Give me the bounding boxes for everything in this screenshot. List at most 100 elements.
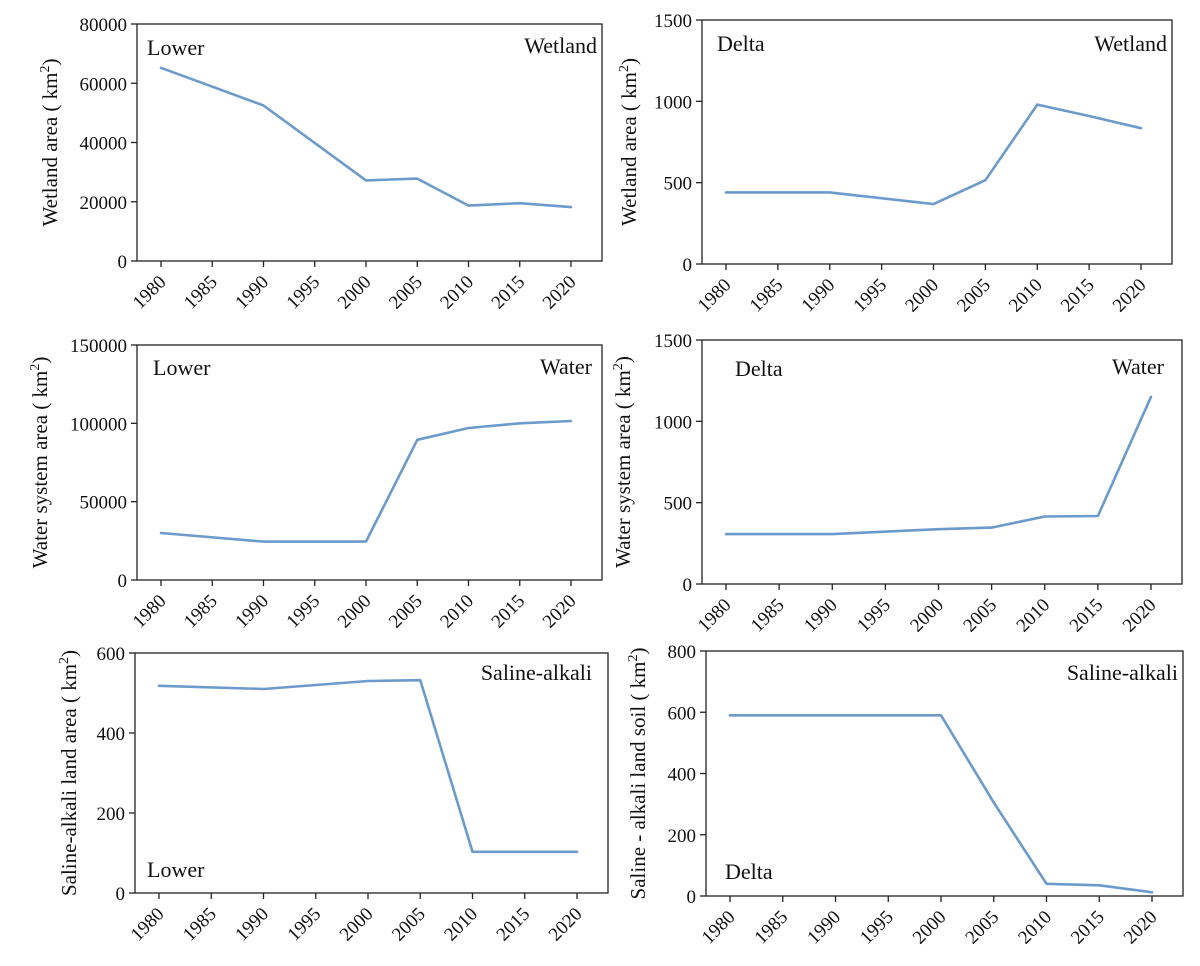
x-tick-label: 1995 (856, 907, 898, 949)
superscript-2: 2 (38, 66, 53, 73)
ylabel-close-paren: ) (38, 59, 62, 66)
series-line (724, 103, 1143, 206)
x-tick-label: 2005 (962, 907, 1004, 949)
plot-frame (705, 650, 1184, 897)
y-tick-label: 1500 (654, 11, 692, 32)
x-tick-label: 1980 (694, 595, 736, 637)
panel-annotation: Water (540, 354, 593, 379)
panel-annotation: Lower (153, 355, 211, 380)
plot-frame (701, 19, 1173, 265)
x-tick-label: 1995 (284, 904, 326, 946)
x-tick-label: 2020 (539, 272, 581, 314)
series-line (157, 678, 579, 854)
x-tick-label: 2020 (545, 904, 587, 946)
plot-frame (136, 344, 603, 581)
series-line (724, 395, 1153, 536)
y-tick-label: 1000 (654, 92, 692, 113)
y-tick-label: 40000 (80, 134, 128, 155)
series-line (159, 66, 573, 209)
x-tick-label: 1985 (180, 272, 222, 314)
y-tick-label: 500 (664, 174, 693, 195)
y-tick-label: 800 (668, 642, 697, 663)
x-tick-label: 2005 (388, 904, 430, 946)
ylabel-close-paren: ) (57, 650, 81, 657)
x-tick-label: 1980 (129, 272, 171, 314)
x-tick-label: 2005 (385, 272, 427, 314)
x-tick-label: 2020 (539, 591, 581, 633)
y-tick-label: 0 (118, 571, 128, 592)
y-tick-label: 600 (668, 703, 697, 724)
x-tick-label: 1980 (694, 275, 736, 317)
x-tick-label: 2010 (440, 904, 482, 946)
x-tick-label: 2000 (909, 907, 951, 949)
panel-annotation: Lower (147, 35, 205, 60)
plot-frame (701, 339, 1183, 585)
y-tick-label: 1000 (654, 412, 692, 433)
x-tick-label: 2015 (1067, 907, 1109, 949)
y-axis-label: Wetland area ( km2) (38, 59, 62, 227)
x-tick-label: 2015 (488, 591, 530, 633)
x-tick-label: 2010 (1005, 275, 1047, 317)
ylabel-close-paren: ) (626, 648, 650, 655)
x-tick-label: 1995 (849, 275, 891, 317)
y-tick-label: 1500 (654, 331, 692, 352)
chart-panel-2: 0 500 1000 1500 1980 1985 1990 1995 2000 2005 2010… (617, 11, 1173, 317)
panel-annotation: Water (1112, 354, 1165, 379)
ylabel-close-paren: ) (28, 357, 52, 364)
y-tick-label: 20000 (80, 193, 128, 214)
x-tick-label: 1995 (853, 595, 895, 637)
superscript-2: 2 (626, 655, 641, 662)
superscript-2: 2 (617, 65, 632, 72)
x-tick-label: 1985 (746, 275, 788, 317)
y-tick-label: 0 (116, 884, 126, 905)
x-tick-label: 1990 (231, 272, 273, 314)
x-tick-label: 1995 (283, 591, 325, 633)
panel-annotation: Lower (147, 857, 205, 882)
y-tick-label: 600 (97, 644, 126, 665)
x-tick-label: 1995 (283, 272, 325, 314)
y-axis-label: Water system area ( km2) (28, 357, 52, 569)
plot-frame (134, 652, 609, 894)
y-tick-label: 50000 (80, 493, 128, 514)
ylabel-close-paren: ) (611, 356, 635, 363)
x-tick-label: 1985 (180, 591, 222, 633)
x-tick-label: 2010 (436, 272, 478, 314)
y-axis-label: Wetland area ( km2) (617, 58, 641, 226)
y-tick-label: 100000 (70, 414, 127, 435)
y-tick-label: 0 (118, 252, 128, 273)
x-tick-label: 2015 (488, 272, 530, 314)
x-tick-label: 1980 (127, 904, 169, 946)
y-axis-label: Saline-alkali land area ( km2) (57, 650, 81, 896)
x-tick-label: 2015 (493, 904, 535, 946)
y-axis-label: Saline - alkali land soil ( km2) (626, 648, 650, 900)
plot-frame (136, 23, 603, 262)
panel-annotation: Delta (717, 31, 765, 56)
superscript-2: 2 (611, 363, 626, 370)
superscript-2: 2 (57, 657, 72, 664)
x-tick-label: 2015 (1066, 595, 1108, 637)
panel-annotation: Delta (735, 356, 783, 381)
ylabel-close-paren: ) (617, 58, 641, 65)
x-tick-label: 1985 (747, 595, 789, 637)
y-tick-label: 200 (97, 804, 126, 825)
y-tick-label: 500 (664, 494, 693, 515)
x-tick-label: 1990 (231, 591, 273, 633)
superscript-2: 2 (28, 364, 43, 371)
y-tick-label: 150000 (70, 336, 127, 357)
x-tick-label: 2020 (1119, 595, 1161, 637)
chart-panel-4: 0 500 1000 1500 1980 1985 1990 1995 2000 2005 2010… (611, 331, 1183, 637)
y-tick-label: 80000 (80, 15, 128, 36)
x-tick-label: 1990 (798, 275, 840, 317)
panel-annotation: Wetland (524, 33, 597, 58)
panel-annotation: Delta (725, 859, 773, 884)
panel-annotation: Saline-alkali (481, 660, 592, 685)
x-tick-label: 1985 (179, 904, 221, 946)
x-tick-label: 2000 (334, 591, 376, 633)
x-tick-label: 2005 (959, 595, 1001, 637)
y-tick-label: 0 (683, 255, 693, 276)
y-tick-label: 0 (683, 575, 693, 596)
panel-annotation: Saline-alkali (1067, 660, 1178, 685)
